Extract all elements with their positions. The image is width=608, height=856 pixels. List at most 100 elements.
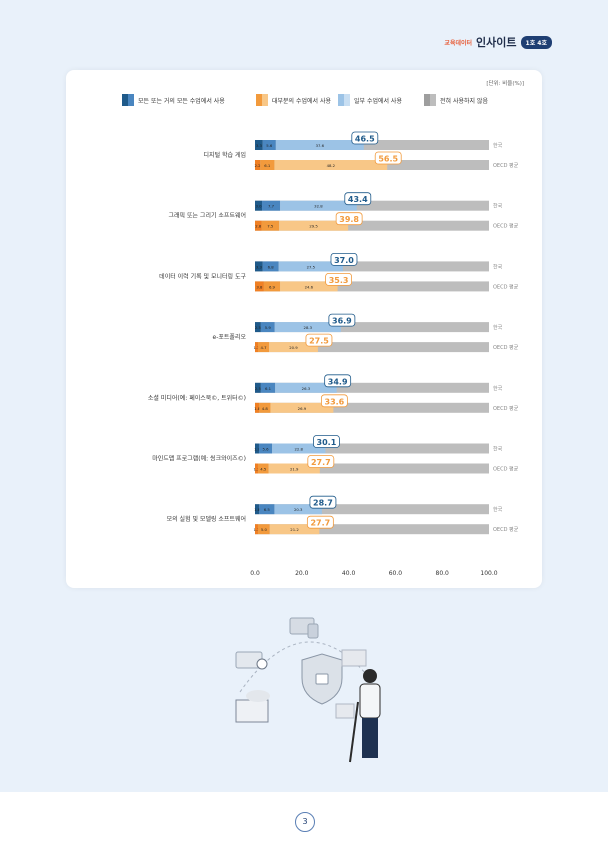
page-number: 3 — [295, 812, 315, 832]
korea-bar-segment — [262, 140, 276, 150]
oecd-bar-segment — [269, 524, 320, 535]
lock-icon — [315, 673, 329, 685]
category-label: e-포트폴리오 — [213, 333, 247, 341]
coin-icon — [256, 658, 268, 670]
korea-segment-value: 2.5 — [255, 386, 262, 391]
korea-bar-segment — [260, 382, 276, 393]
oecd-total-value: 35.3 — [329, 276, 349, 285]
oecd-bar-segment — [258, 463, 269, 474]
x-tick-label: 80.0 — [436, 570, 450, 577]
oecd-bar-segment — [270, 402, 334, 413]
oecd-total-value: 27.5 — [309, 337, 329, 346]
category-label: 데이터 이력 기록 및 모니터링 도구 — [159, 272, 246, 280]
korea-bar-segment — [255, 322, 261, 333]
legend-swatch — [262, 94, 268, 106]
korea-total-callout — [313, 435, 340, 448]
korea-total-callout — [351, 131, 379, 145]
oecd-bar-segment — [258, 524, 270, 535]
row-label: 한국 — [493, 204, 503, 210]
oecd-bar-segment — [255, 402, 260, 413]
korea-bar-none — [255, 322, 489, 333]
korea-bar-segment — [272, 443, 326, 454]
legend-label: 모든 또는 거의 모든 수업에서 사용 — [138, 97, 225, 105]
chart-card: [단위: 비율(%)] 모든 또는 거의 모든 수업에서 사용 대부분의 수업에서 … — [66, 70, 542, 588]
oecd-segment-value: 2.8 — [255, 224, 262, 229]
brand-small-text: 교육데이터 — [444, 39, 473, 47]
korea-bar-none — [255, 261, 489, 272]
oecd-bar-segment — [260, 160, 275, 170]
korea-total-value: 43.4 — [348, 195, 368, 204]
korea-bar-segment — [274, 504, 322, 515]
oecd-total-value: 56.5 — [378, 155, 398, 164]
oecd-segment-value: 1.3 — [253, 345, 260, 350]
mail-icon — [341, 649, 367, 667]
oecd-bar-segment — [274, 160, 388, 170]
korea-segment-value: 32.8 — [314, 204, 323, 209]
legend-swatch — [430, 94, 436, 106]
oecd-segment-value: 26.9 — [298, 406, 307, 411]
korea-segment-value: 6.8 — [268, 264, 275, 269]
legend-label: 전혀 사용하지 않음 — [440, 97, 488, 105]
korea-bar-segment — [259, 504, 275, 515]
oecd-bar-segment — [280, 281, 338, 292]
korea-total-value: 28.7 — [313, 499, 333, 508]
category-label: 소셜 미디어(예: 페이스북©, 트위터©) — [148, 394, 246, 402]
legend-swatch — [338, 94, 344, 106]
legend-swatch — [344, 94, 350, 106]
korea-bar-segment — [255, 504, 260, 515]
illustration-dashed-arc — [239, 641, 381, 693]
korea-segment-value: 5.9 — [265, 325, 272, 330]
korea-segment-value: 3.3 — [256, 143, 263, 148]
legend-swatch — [122, 94, 128, 106]
oecd-bar-segment — [255, 281, 264, 292]
x-tick-label: 20.0 — [295, 570, 309, 577]
oecd-total-callout — [320, 394, 348, 408]
korea-bar-segment — [278, 261, 343, 272]
oecd-segment-value: 6.1 — [264, 163, 271, 168]
korea-bar-none — [255, 504, 489, 515]
category-label: 디지털 학습 게임 — [204, 151, 246, 159]
korea-bar-segment — [255, 140, 263, 150]
category-label: 그래픽 또는 그리기 소프트웨어 — [169, 212, 246, 220]
korea-bar-none — [255, 200, 489, 211]
person-legs — [362, 718, 378, 758]
oecd-total-value: 39.8 — [339, 215, 359, 224]
korea-total-callout — [330, 252, 358, 266]
illustration — [235, 617, 381, 763]
korea-bar-segment — [255, 443, 259, 454]
korea-bar-none — [255, 443, 489, 454]
oecd-total-callout — [325, 272, 353, 286]
row-label: OECD 평균 — [493, 344, 519, 351]
oecd-bar-segment — [255, 524, 259, 535]
oecd-bar-segment — [255, 463, 259, 474]
oecd-segment-value: 4.8 — [262, 406, 269, 411]
korea-segment-value: 37.6 — [316, 143, 325, 148]
oecd-bar-none — [255, 524, 489, 535]
korea-bar-segment — [262, 200, 281, 211]
oecd-bar-segment — [261, 220, 280, 231]
legend-swatch — [424, 94, 430, 106]
row-label: OECD 평균 — [493, 223, 519, 230]
oecd-segment-value: 21.9 — [290, 467, 299, 472]
row-label: OECD 평균 — [493, 283, 519, 290]
legend-swatch — [256, 94, 262, 106]
oecd-total-value: 33.6 — [325, 397, 345, 406]
korea-segment-value: 7.7 — [268, 204, 275, 209]
korea-bar-none — [255, 140, 489, 150]
oecd-total-value: 27.7 — [310, 519, 330, 528]
row-label: 한국 — [493, 507, 503, 513]
row-label: OECD 평균 — [493, 466, 519, 473]
row-label: 한국 — [493, 264, 503, 270]
korea-bar-segment — [260, 322, 275, 333]
row-label: 한국 — [493, 143, 503, 149]
oecd-segment-value: 1.3 — [253, 527, 260, 532]
korea-segment-value: 2.5 — [255, 325, 262, 330]
oecd-bar-segment — [279, 220, 349, 231]
oecd-segment-value: 1.3 — [253, 467, 260, 472]
oecd-segment-value: 4.7 — [261, 345, 268, 350]
category-label: 모의 실험 및 모델링 소프트웨어 — [167, 515, 246, 523]
korea-segment-value: 26.3 — [302, 386, 311, 391]
korea-bar-segment — [262, 261, 279, 272]
oecd-bar-none — [255, 463, 489, 474]
row-label: 한국 — [493, 447, 503, 453]
